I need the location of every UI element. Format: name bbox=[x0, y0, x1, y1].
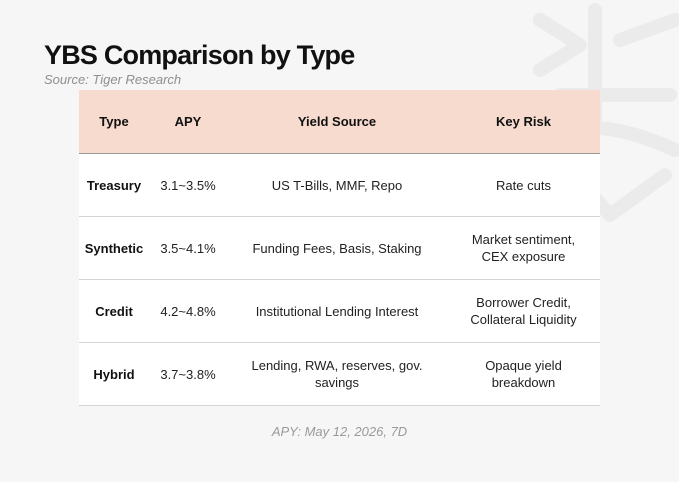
apy-cell: 3.7~3.8% bbox=[149, 342, 227, 406]
ybs-comparison-table: Type APY Yield Source Key Risk Treasury … bbox=[79, 90, 600, 406]
type-cell: Synthetic bbox=[79, 216, 149, 280]
table-row: Treasury 3.1~3.5% US T-Bills, MMF, Repo … bbox=[79, 153, 600, 217]
column-header-apy: APY bbox=[149, 90, 227, 154]
apy-cell: 3.1~3.5% bbox=[149, 153, 227, 217]
page-title: YBS Comparison by Type bbox=[44, 40, 355, 70]
key-risk-cell: Opaque yield breakdown bbox=[447, 342, 600, 406]
key-risk-cell: Rate cuts bbox=[447, 153, 600, 217]
yield-source-cell: Funding Fees, Basis, Staking bbox=[227, 216, 447, 280]
table-row: Hybrid 3.7~3.8% Lending, RWA, reserves, … bbox=[79, 342, 600, 406]
type-cell: Treasury bbox=[79, 153, 149, 217]
apy-cell: 3.5~4.1% bbox=[149, 216, 227, 280]
table-row: Credit 4.2~4.8% Institutional Lending In… bbox=[79, 279, 600, 343]
source-caption: Source: Tiger Research bbox=[44, 72, 182, 87]
type-cell: Hybrid bbox=[79, 342, 149, 406]
table-header-row: Type APY Yield Source Key Risk bbox=[79, 90, 600, 154]
table-row: Synthetic 3.5~4.1% Funding Fees, Basis, … bbox=[79, 216, 600, 280]
yield-source-cell: Lending, RWA, reserves, gov. savings bbox=[227, 342, 447, 406]
key-risk-cell: Market sentiment, CEX exposure bbox=[447, 216, 600, 280]
column-header-type: Type bbox=[79, 90, 149, 154]
key-risk-cell: Borrower Credit, Collateral Liquidity bbox=[447, 279, 600, 343]
apy-date-footnote: APY: May 12, 2026, 7D bbox=[271, 424, 408, 439]
apy-cell: 4.2~4.8% bbox=[149, 279, 227, 343]
yield-source-cell: US T-Bills, MMF, Repo bbox=[227, 153, 447, 217]
column-header-yield-source: Yield Source bbox=[227, 90, 447, 154]
yield-source-cell: Institutional Lending Interest bbox=[227, 279, 447, 343]
type-cell: Credit bbox=[79, 279, 149, 343]
column-header-key-risk: Key Risk bbox=[447, 90, 600, 154]
